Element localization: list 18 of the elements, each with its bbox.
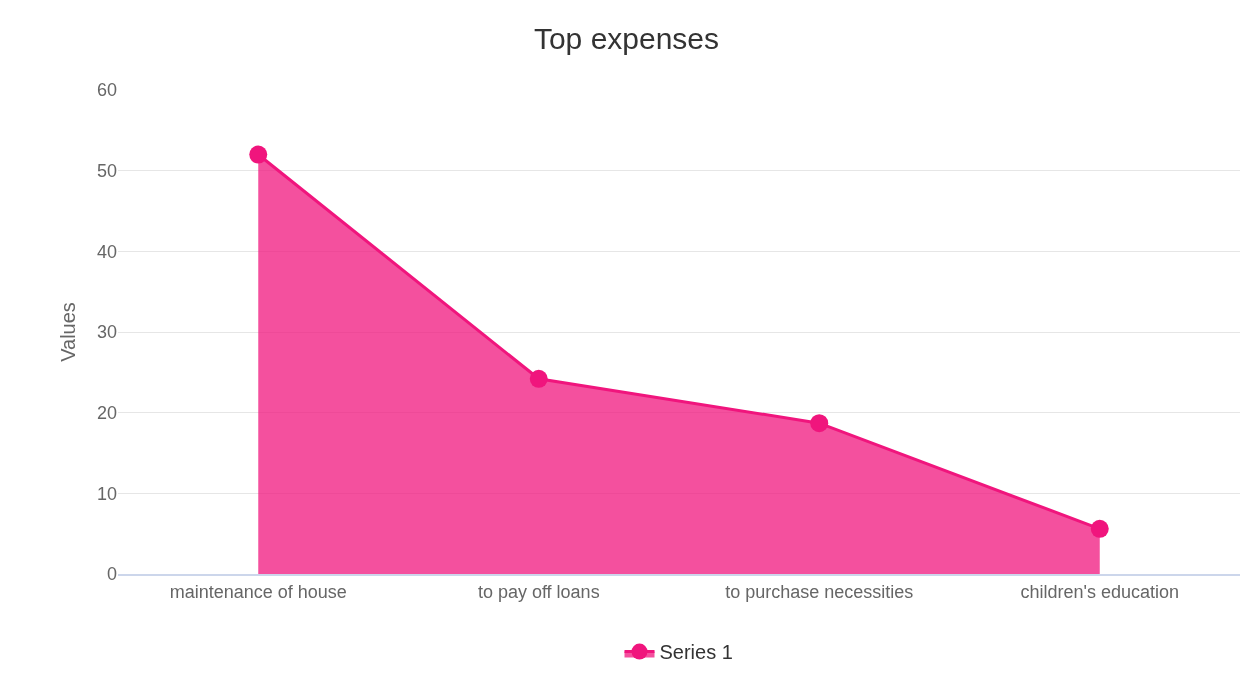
y-tick-label: 10 — [96, 483, 117, 504]
x-tick-label: maintenance of house — [169, 581, 347, 602]
x-tick-label: to purchase necessities — [725, 581, 914, 602]
y-tick-label: 20 — [96, 402, 117, 423]
point — [529, 369, 548, 388]
chart-title: Top expenses — [533, 21, 720, 55]
point — [249, 145, 268, 164]
y-tick-label: 0 — [106, 564, 117, 585]
y-tick-label: 50 — [96, 160, 117, 181]
y-tick-label: 30 — [96, 322, 117, 343]
x-tick-label: to pay off loans — [477, 581, 600, 602]
point — [1090, 519, 1109, 538]
x-tick-label: children's education — [1020, 581, 1180, 602]
y-tick-label: 40 — [96, 241, 117, 262]
legend-label: Series 1 — [659, 641, 733, 664]
y-axis-title: Values — [57, 302, 80, 362]
y-tick-label: 60 — [96, 80, 117, 101]
point — [810, 414, 829, 433]
